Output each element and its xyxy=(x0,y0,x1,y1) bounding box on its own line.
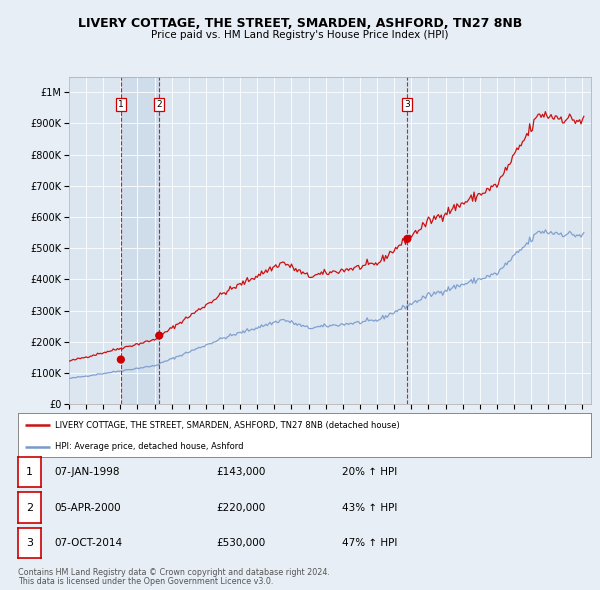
Text: 2: 2 xyxy=(26,503,33,513)
Text: 07-JAN-1998: 07-JAN-1998 xyxy=(54,467,119,477)
Text: 1: 1 xyxy=(118,100,124,109)
Text: LIVERY COTTAGE, THE STREET, SMARDEN, ASHFORD, TN27 8NB: LIVERY COTTAGE, THE STREET, SMARDEN, ASH… xyxy=(78,17,522,30)
Text: 3: 3 xyxy=(26,538,33,548)
Text: 1: 1 xyxy=(26,467,33,477)
Text: £220,000: £220,000 xyxy=(216,503,265,513)
Point xyxy=(154,331,164,340)
Text: HPI: Average price, detached house, Ashford: HPI: Average price, detached house, Ashf… xyxy=(55,442,244,451)
Text: This data is licensed under the Open Government Licence v3.0.: This data is licensed under the Open Gov… xyxy=(18,577,274,586)
Bar xyxy=(121,77,159,404)
Text: 2: 2 xyxy=(157,100,162,109)
Text: 43% ↑ HPI: 43% ↑ HPI xyxy=(342,503,397,513)
Text: LIVERY COTTAGE, THE STREET, SMARDEN, ASHFORD, TN27 8NB (detached house): LIVERY COTTAGE, THE STREET, SMARDEN, ASH… xyxy=(55,421,400,430)
Point xyxy=(403,234,412,244)
Text: Contains HM Land Registry data © Crown copyright and database right 2024.: Contains HM Land Registry data © Crown c… xyxy=(18,568,330,577)
Text: 47% ↑ HPI: 47% ↑ HPI xyxy=(342,538,397,548)
Text: 20% ↑ HPI: 20% ↑ HPI xyxy=(342,467,397,477)
Text: 05-APR-2000: 05-APR-2000 xyxy=(54,503,121,513)
Text: 3: 3 xyxy=(404,100,410,109)
Text: £530,000: £530,000 xyxy=(216,538,265,548)
Text: £143,000: £143,000 xyxy=(216,467,265,477)
Point xyxy=(116,355,125,364)
Text: Price paid vs. HM Land Registry's House Price Index (HPI): Price paid vs. HM Land Registry's House … xyxy=(151,31,449,40)
Text: 07-OCT-2014: 07-OCT-2014 xyxy=(54,538,122,548)
